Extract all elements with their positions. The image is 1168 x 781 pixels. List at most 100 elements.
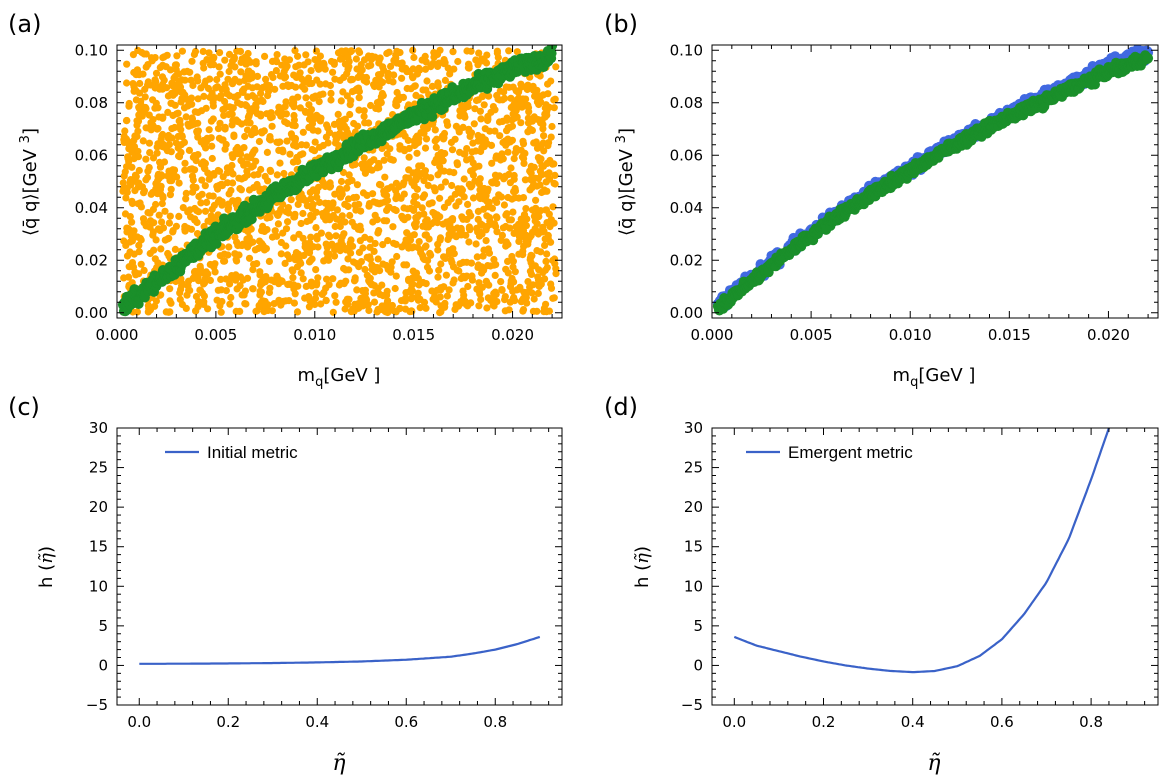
scatter-point <box>459 272 467 280</box>
scatter-point <box>489 301 497 309</box>
scatter-point <box>128 218 136 226</box>
scatter-point <box>200 292 208 300</box>
scatter-point <box>412 214 420 222</box>
scatter-point <box>304 74 313 82</box>
scatter-point <box>282 225 291 233</box>
scatter-point <box>405 166 413 174</box>
scatter-point <box>526 125 534 133</box>
scatter-point <box>226 300 234 308</box>
scatter-point <box>161 143 169 151</box>
scatter-point <box>322 296 330 304</box>
scatter-point <box>392 101 400 109</box>
scatter-point <box>522 294 530 302</box>
scatter-point <box>544 90 552 98</box>
scatter-point <box>423 77 431 85</box>
scatter-point <box>533 247 541 255</box>
scatter-point <box>144 209 152 217</box>
scatter-point <box>486 127 494 135</box>
scatter-point <box>480 143 488 151</box>
scatter-point <box>216 119 224 127</box>
scatter-point <box>181 166 189 174</box>
scatter-point <box>147 54 156 62</box>
scatter-point <box>508 136 516 144</box>
scatter-point <box>483 304 491 312</box>
scatter-point <box>405 275 413 283</box>
scatter-point <box>407 285 415 293</box>
scatter-point <box>406 308 414 316</box>
scatter-point <box>230 55 238 63</box>
scatter-point <box>294 200 302 208</box>
scatter-point <box>352 206 360 214</box>
scatter-point <box>365 277 373 285</box>
scatter-point <box>233 143 242 152</box>
scatter-point <box>134 127 142 135</box>
scatter-point <box>157 160 165 168</box>
scatter-point <box>488 159 496 167</box>
scatter-point <box>207 134 215 142</box>
scatter-point <box>354 225 362 233</box>
scatter-point <box>277 205 285 213</box>
scatter-point <box>461 150 469 158</box>
scatter-point <box>302 51 310 59</box>
scatter-point <box>307 233 315 241</box>
scatter-point <box>445 233 453 241</box>
scatter-point <box>228 272 236 280</box>
scatter-point <box>491 288 499 296</box>
scatter-point <box>348 75 357 84</box>
scatter-point <box>473 253 481 261</box>
scatter-point <box>188 57 196 65</box>
scatter-point <box>517 99 525 107</box>
scatter-point <box>419 254 427 262</box>
scatter-point <box>155 113 163 121</box>
scatter-point <box>244 228 252 236</box>
scatter-point <box>333 206 341 214</box>
scatter-point <box>534 116 542 124</box>
scatter-point <box>282 242 290 250</box>
scatter-point <box>475 191 483 200</box>
scatter-point <box>511 184 519 193</box>
scatter-point <box>307 256 315 264</box>
scatter-point <box>274 220 282 228</box>
scatter-point <box>212 84 220 92</box>
y-tick-label: 0.04 <box>75 199 108 217</box>
scatter-point <box>422 172 430 180</box>
scatter-point <box>192 292 200 301</box>
scatter-point <box>268 233 277 241</box>
scatter-point <box>519 137 527 145</box>
scatter-point <box>370 298 379 306</box>
scatter-point <box>128 163 136 171</box>
scatter-point <box>164 235 172 243</box>
scatter-point <box>309 93 317 101</box>
scatter-point <box>543 250 551 258</box>
scatter-point <box>521 176 530 184</box>
scatter-point <box>361 119 369 127</box>
scatter-point <box>221 145 229 153</box>
scatter-point <box>127 181 135 189</box>
scatter-point <box>323 121 331 129</box>
scatter-point <box>243 126 252 134</box>
scatter-point <box>524 104 533 112</box>
scatter-point <box>360 112 368 120</box>
scatter-point <box>217 92 225 100</box>
scatter-point <box>420 222 428 230</box>
scatter-point <box>410 205 418 213</box>
scatter-point <box>286 150 294 158</box>
scatter-point <box>170 166 179 174</box>
scatter-point <box>342 125 350 133</box>
scatter-point <box>309 186 317 194</box>
scatter-point <box>197 199 205 207</box>
scatter-point <box>144 81 152 89</box>
scatter-point <box>338 212 346 220</box>
scatter-point <box>380 190 388 198</box>
scatter-point <box>478 269 486 277</box>
scatter-point <box>289 95 297 103</box>
scatter-point <box>415 238 423 246</box>
scatter-point <box>337 177 346 186</box>
scatter-point <box>344 65 352 73</box>
scatter-point <box>390 71 398 79</box>
scatter-point <box>366 165 374 174</box>
scatter-point <box>412 140 420 148</box>
scatter-point <box>312 266 320 274</box>
scatter-point <box>289 274 297 282</box>
